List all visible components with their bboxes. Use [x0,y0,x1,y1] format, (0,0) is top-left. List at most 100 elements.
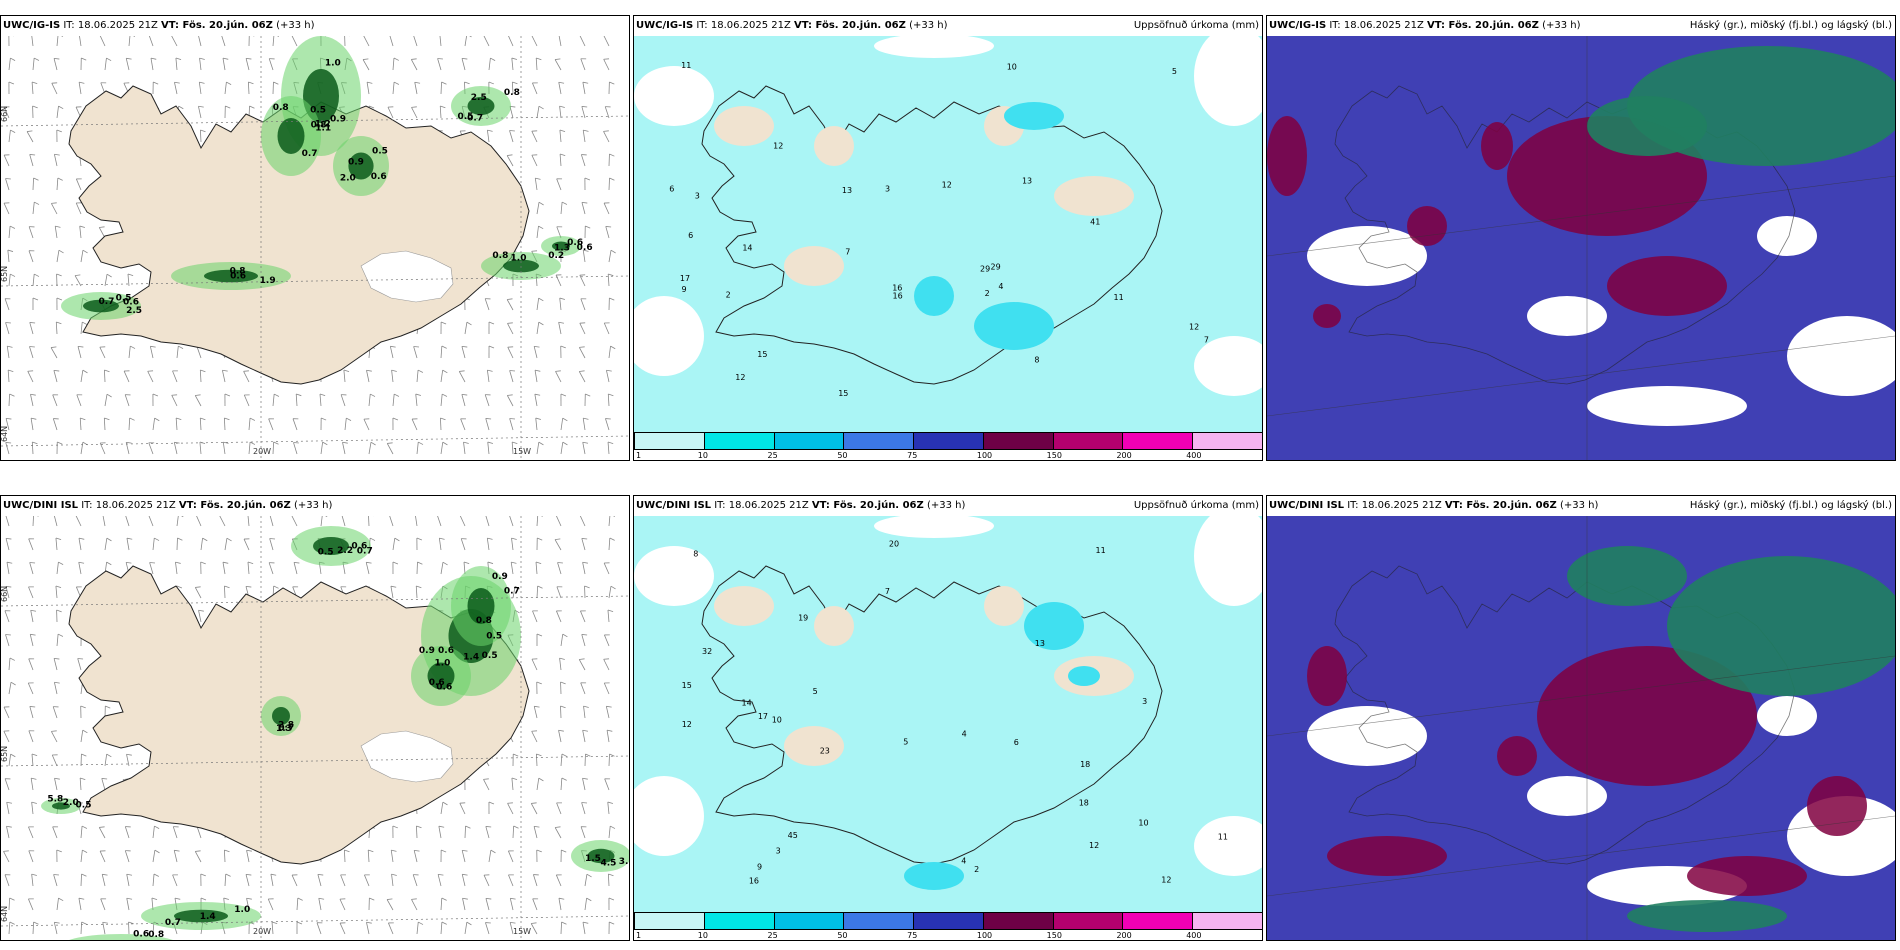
wind-barb [124,826,131,839]
wind-barb [530,802,538,815]
colorbar-tick: 75 [907,451,918,460]
wind-barb [28,250,35,263]
map-canvas [1267,516,1895,940]
wind-barb [293,442,299,455]
wind-barb [77,658,84,671]
wind-barb [582,417,589,431]
clear-sky [1757,216,1817,256]
wind-barb [414,516,418,527]
wind-barb [509,897,516,911]
precip-value: 0.8 [148,930,164,940]
wind-barb [200,873,206,887]
wind-barb [582,249,589,263]
wind-barb [483,36,490,47]
precip-core [467,97,495,115]
wind-barb [416,921,424,935]
precip-value: 6 [669,185,674,194]
wind-barb [32,177,39,191]
heavy-precip [1024,602,1084,650]
wind-barb [32,273,40,287]
precip-value: 7 [885,587,890,596]
clear-sky [1307,706,1427,766]
wind-barb [248,36,255,47]
init-time: IT: 18.06.2025 21Z [1344,500,1445,511]
wind-barb [386,898,394,911]
wind-barb [414,81,421,95]
high-cloud [1567,546,1687,606]
wind-barb [52,826,59,839]
wind-barb [99,850,106,863]
wind-barb [30,777,37,791]
precip-value: 45 [788,831,798,840]
wind-barb [5,442,12,455]
wind-barb [392,561,399,575]
wind-barb [176,537,183,551]
wind-barb [438,537,445,551]
wind-barb [532,82,538,95]
wind-barb [392,81,400,95]
precip-value: 0.6 [438,646,454,656]
wind-barb [104,393,112,407]
precip-value: 0.7 [357,547,373,557]
model-name: UWC/IG-IS [636,20,694,31]
wind-barb [534,177,541,191]
colorbar-tick: 10 [697,451,708,460]
wind-barb [582,81,589,95]
wind-barb [320,516,328,527]
wind-barb [6,345,13,359]
wind-barb [172,826,179,839]
dry-area [714,106,774,146]
wind-barb [54,225,61,239]
wind-barb [199,417,206,431]
precip-value: 4 [998,282,1003,291]
wind-barb [461,346,468,359]
wind-barb [147,370,154,383]
precip-value: 4 [961,857,966,866]
wind-barb [104,537,112,551]
colorbar-tick: 50 [837,931,848,940]
wind-barb [581,802,588,815]
mid-cloud [1327,836,1447,876]
wind-barb [392,537,400,551]
precip-value: 17 [758,712,768,721]
wind-barb [608,897,615,911]
precip-value: 9 [681,285,686,294]
wind-barb [8,81,15,95]
wind-barb [459,802,466,815]
wind-barb [296,921,303,935]
wind-barb [533,825,540,839]
wind-barb [461,394,468,407]
wind-barb [224,873,231,887]
wind-barb [28,658,35,671]
precip-value: 16 [893,292,903,301]
panel-cloud-igis: UWC/IG-IS IT: 18.06.2025 21Z VT: Fös. 20… [1266,15,1896,461]
wind-barb [509,130,515,143]
wind-barb [152,393,159,407]
wind-barb [584,897,592,911]
wind-barb [51,754,58,767]
wind-barb [579,322,586,335]
precip-value: 1.1 [315,123,331,133]
wind-barb [440,369,448,383]
wind-barb [440,801,448,815]
wind-barb [80,825,88,839]
precip-value: 0.6 [230,271,246,281]
wind-barb [56,633,64,647]
precip-value: 15 [682,681,692,690]
wind-barb [560,393,567,407]
precip-value: 2 [974,865,979,874]
wind-barb [29,562,36,575]
wind-barb [556,610,562,623]
wind-barb [578,370,586,383]
wind-barb [486,537,493,551]
wind-barb [464,321,472,335]
wind-barb [7,249,14,263]
precip-value: 0.6 [371,172,387,182]
wind-barb [365,561,372,575]
high-cloud [1587,96,1707,156]
wind-barb [78,561,85,575]
wind-barb [531,154,538,167]
wind-barb [4,778,11,791]
wind-barb [98,826,106,839]
precip-core [52,802,70,810]
